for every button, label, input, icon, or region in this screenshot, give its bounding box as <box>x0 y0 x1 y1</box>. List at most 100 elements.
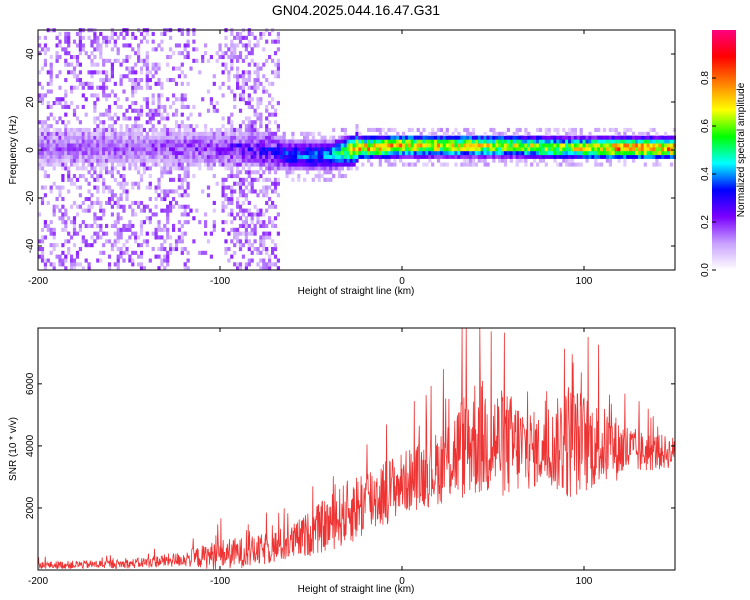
x-tick-label: -100 <box>210 276 230 287</box>
spectrogram-cell <box>110 193 114 198</box>
spectrogram-cell <box>125 131 129 136</box>
spectrogram-cell <box>399 143 403 148</box>
spectrogram-cell <box>658 139 662 144</box>
spectrogram-cell <box>477 158 481 163</box>
spectrogram-cell <box>72 143 77 148</box>
spectrogram-cell <box>166 204 170 209</box>
spectrogram-cell <box>547 135 551 140</box>
spectrogram-cell <box>81 104 85 109</box>
spectrogram-cell <box>469 147 473 152</box>
spectrogram-cell <box>134 127 138 132</box>
spectrogram-cell <box>326 177 330 182</box>
spectrogram-cell <box>160 147 164 152</box>
spectrogram-cell <box>186 51 190 56</box>
spectrogram-cell <box>288 162 292 167</box>
spectrogram-cell <box>608 147 612 152</box>
spectrogram-cell <box>113 81 117 86</box>
spectrogram-cell <box>460 151 464 156</box>
spectrogram-cell <box>174 158 179 163</box>
spectrogram-cell <box>151 158 155 163</box>
spectrogram-cell <box>431 154 435 159</box>
spectrogram-cell <box>614 143 618 148</box>
spectrogram-cell <box>253 177 257 182</box>
spectrogram-cell <box>457 139 461 144</box>
spectrogram-cell <box>314 158 318 163</box>
spectrogram-cell <box>134 81 138 86</box>
spectrogram-cell <box>635 135 639 140</box>
spectrogram-cell <box>72 139 77 144</box>
spectrogram-cell <box>55 35 59 40</box>
spectrogram-cell <box>262 262 266 267</box>
x-tick-label: 0 <box>399 276 405 287</box>
spectrogram-cell <box>151 66 155 71</box>
spectrogram-cell <box>110 116 114 121</box>
spectrogram-cell <box>119 151 123 156</box>
spectrogram-cell <box>658 143 662 148</box>
spectrogram-cell <box>93 104 97 109</box>
spectrogram-cell <box>81 85 85 90</box>
spectrogram-cell <box>122 181 126 186</box>
spectrogram-cell <box>110 124 114 129</box>
spectrogram-cell <box>244 154 248 159</box>
spectrogram-cell <box>172 177 176 182</box>
spectrogram-cell <box>489 147 493 152</box>
spectrogram-cell <box>646 154 650 159</box>
spectrogram-cell <box>105 39 109 44</box>
spectrogram-cell <box>99 216 103 221</box>
spectrogram-cell <box>169 55 173 60</box>
spectrogram-cell <box>180 131 184 136</box>
spectrogram-cell <box>262 185 266 190</box>
spectrogram-cell <box>326 147 330 152</box>
spectrogram-cell <box>43 43 47 48</box>
spectrogram-cell <box>268 170 272 175</box>
spectrogram-cell <box>259 31 263 36</box>
spectrogram-cell <box>262 85 266 90</box>
spectrogram-cell <box>279 154 283 159</box>
spectrogram-cell <box>291 170 295 175</box>
spectrogram-cell <box>90 62 94 67</box>
spectrogram-cell <box>244 35 248 40</box>
spectrogram-cell <box>241 220 245 225</box>
spectrogram-cell <box>96 47 100 52</box>
spectrogram-cell <box>151 112 155 117</box>
spectrogram-cell <box>233 174 237 179</box>
spectrogram-cell <box>183 135 187 140</box>
spectrogram-cell <box>81 93 85 98</box>
spectrogram-cell <box>64 254 68 259</box>
spectrogram-cell <box>250 189 254 194</box>
spectrogram-cell <box>404 154 409 159</box>
spectrogram-cell <box>110 174 114 179</box>
spectrogram-cell <box>122 139 126 144</box>
spectrogram-cell <box>215 147 219 152</box>
spectrogram-cell <box>195 208 199 213</box>
spectrogram-cell <box>256 147 260 152</box>
spectrogram-cell <box>626 143 630 148</box>
spectrogram-cell <box>241 162 245 167</box>
spectrogram-cell <box>241 139 245 144</box>
spectrogram-cell <box>52 181 56 186</box>
spectrogram-cell <box>343 127 347 132</box>
spectrogram-cell <box>212 227 216 232</box>
spectrogram-cell <box>186 166 190 171</box>
spectrogram-cell <box>271 112 275 117</box>
spectrogram-cell <box>358 143 362 148</box>
spectrogram-cell <box>230 208 234 213</box>
spectrogram-cell <box>70 254 74 259</box>
spectrogram-cell <box>326 166 330 171</box>
spectrogram-cell <box>163 247 167 252</box>
spectrogram-cell <box>119 247 123 252</box>
spectrogram-cell <box>550 139 554 144</box>
spectrogram-cell <box>116 162 120 167</box>
spectrogram-cell <box>102 85 106 90</box>
spectrogram-cell <box>46 89 50 94</box>
spectrogram-cell <box>192 154 196 159</box>
spectrogram-cell <box>355 151 359 156</box>
spectrogram-cell <box>116 139 120 144</box>
spectrogram-cell <box>498 139 502 144</box>
spectrogram-cell <box>105 78 109 83</box>
spectrogram-cell <box>268 185 272 190</box>
spectrogram-cell <box>422 139 426 144</box>
spectrogram-cell <box>195 151 199 156</box>
spectrogram-cell <box>271 154 275 159</box>
